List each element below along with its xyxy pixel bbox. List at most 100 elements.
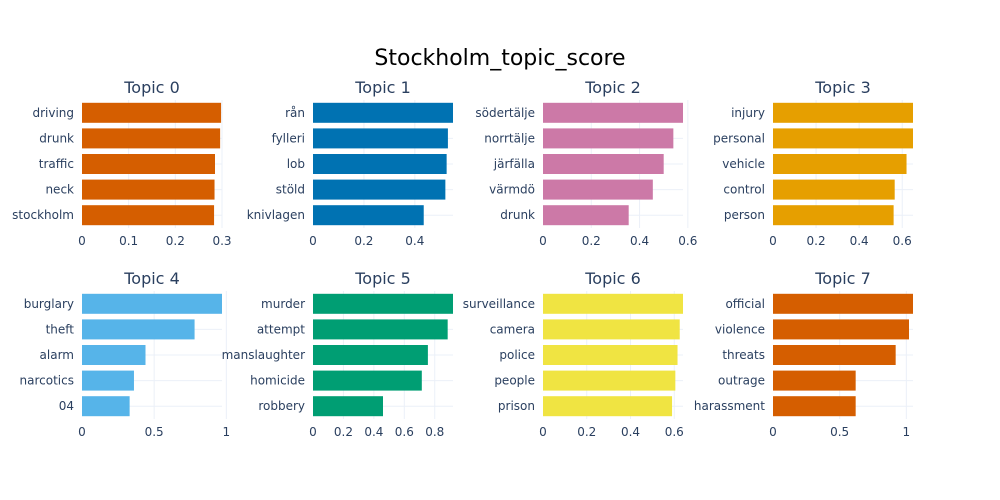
category-label: prison <box>498 399 535 413</box>
bar-fylleri <box>313 128 448 149</box>
category-label: violence <box>715 322 765 336</box>
bar-attempt <box>313 319 448 340</box>
x-tick-label: 0.6 <box>395 425 414 439</box>
category-label: neck <box>45 183 74 197</box>
category-label: official <box>725 297 765 311</box>
bar-drunk <box>82 128 221 149</box>
panel-title: Topic 3 <box>814 78 871 97</box>
x-tick-label: 0 <box>539 234 547 248</box>
panel-topic-5: 0 0.2 0.4 0.6 0.8 murder attempt manslaughter ho… <box>222 269 453 439</box>
bar-knivlagen <box>313 205 424 226</box>
bar-värmdö <box>543 179 653 200</box>
panel-title: Topic 0 <box>123 78 180 97</box>
x-tick-label: 0.6 <box>678 234 697 248</box>
category-label: järfälla <box>493 157 535 171</box>
category-label: 04 <box>59 399 74 413</box>
category-label: murder <box>261 297 305 311</box>
x-tick-label: 0.5 <box>830 425 849 439</box>
x-tick-label: 0.2 <box>166 234 185 248</box>
category-label: manslaughter <box>222 348 306 362</box>
category-label: police <box>499 348 535 362</box>
x-tick-label: 0 <box>78 234 86 248</box>
category-label: narcotics <box>20 374 74 388</box>
category-label: outrage <box>718 374 765 388</box>
x-tick-label: 0.2 <box>354 234 373 248</box>
panel-topic-1: 0 0.2 0.4 rån fylleri lob stöld knivlagen Topic … <box>247 78 453 248</box>
category-label: camera <box>490 322 535 336</box>
x-tick-label: 0 <box>309 234 317 248</box>
x-tick-label: 1 <box>903 425 911 439</box>
category-label: threats <box>722 348 765 362</box>
panel-topic-4: 0 0.5 1 burglary theft alarm narcotics 04 Topic … <box>20 269 231 439</box>
x-tick-label: 1 <box>223 425 231 439</box>
panel-title: Topic 1 <box>354 78 411 97</box>
bar-injury <box>773 102 913 123</box>
category-label: personal <box>713 131 765 145</box>
panel-title: Topic 5 <box>354 269 411 288</box>
x-tick-label: 0.2 <box>582 234 601 248</box>
bar-narcotics <box>82 370 134 391</box>
x-tick-label: 0.6 <box>665 425 684 439</box>
bar-södertälje <box>543 102 683 123</box>
x-tick-label: 0 <box>769 234 777 248</box>
x-tick-label: 0.4 <box>850 234 869 248</box>
x-tick-label: 0 <box>309 425 317 439</box>
panel-topic-7: 0 0.5 1 official violence threats outrage haras… <box>694 269 913 439</box>
panel-title: Topic 6 <box>584 269 641 288</box>
category-label: lob <box>287 157 305 171</box>
category-label: stöld <box>276 183 305 197</box>
category-label: fylleri <box>272 131 305 145</box>
bar-violence <box>773 319 909 340</box>
panel-title: Topic 7 <box>814 269 871 288</box>
x-tick-label: 0.2 <box>577 425 596 439</box>
x-tick-label: 0.2 <box>334 425 353 439</box>
category-label: homicide <box>250 374 305 388</box>
category-label: traffic <box>39 157 74 171</box>
x-tick-label: 0.4 <box>364 425 383 439</box>
bar-prison <box>543 396 673 417</box>
category-label: person <box>724 208 765 222</box>
x-tick-label: 0.4 <box>405 234 424 248</box>
bar-people <box>543 370 676 391</box>
category-label: robbery <box>258 399 305 413</box>
bar-control <box>773 179 895 200</box>
category-label: surveillance <box>463 297 535 311</box>
x-tick-label: 0 <box>539 425 547 439</box>
x-tick-label: 0.4 <box>630 234 649 248</box>
category-label: södertälje <box>475 106 535 120</box>
category-label: alarm <box>40 348 74 362</box>
bar-neck <box>82 179 215 200</box>
category-label: driving <box>32 106 74 120</box>
category-label: control <box>723 183 765 197</box>
bar-person <box>773 205 894 226</box>
x-tick-label: 0 <box>769 425 777 439</box>
category-label: injury <box>731 106 765 120</box>
category-label: burglary <box>24 297 74 311</box>
category-label: drunk <box>39 131 74 145</box>
bar-outrage <box>773 370 856 391</box>
category-label: norrtälje <box>484 131 535 145</box>
bar-murder <box>313 293 453 314</box>
category-label: harassment <box>694 399 765 413</box>
x-tick-label: 0.1 <box>119 234 138 248</box>
x-tick-label: 0.6 <box>893 234 912 248</box>
x-tick-label: 0.8 <box>425 425 444 439</box>
category-label: drunk <box>500 208 535 222</box>
bar-alarm <box>82 345 146 365</box>
bar-drunk <box>543 205 629 226</box>
bar-camera <box>543 319 680 340</box>
bar-threats <box>773 345 896 365</box>
bar-traffic <box>82 154 215 174</box>
bar-harassment <box>773 396 856 417</box>
category-label: people <box>494 374 535 388</box>
category-label: värmdö <box>489 183 535 197</box>
panel-title: Topic 4 <box>123 269 180 288</box>
x-tick-label: 0.2 <box>807 234 826 248</box>
bar-homicide <box>313 370 422 391</box>
bar-burglary <box>82 293 222 314</box>
bar-manslaughter <box>313 345 428 365</box>
bar-järfälla <box>543 154 664 174</box>
bar-surveillance <box>543 293 683 314</box>
